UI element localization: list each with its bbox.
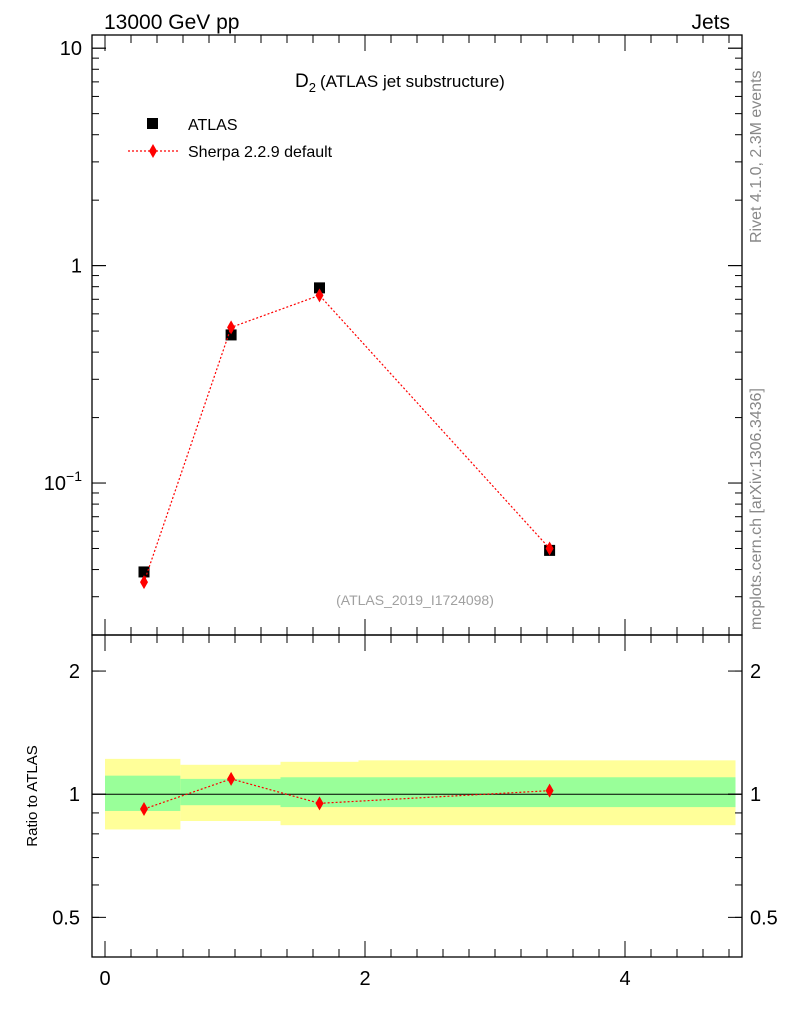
legend-sherpa-label: Sherpa 2.2.9 default	[188, 144, 333, 161]
y-tick-label: 2	[69, 661, 80, 683]
x-tick-label: 0	[99, 968, 110, 990]
title-rest: (ATLAS jet substructure)	[320, 72, 505, 91]
y-tick-label-right: 1	[750, 784, 761, 806]
data-point-sherpa	[227, 771, 236, 786]
legend: ATLAS Sherpa 2.2.9 default	[128, 117, 333, 161]
header-left: 13000 GeV pp	[104, 11, 239, 34]
x-tick-label: 2	[359, 968, 370, 990]
x-tick-label: 4	[619, 968, 630, 990]
legend-sherpa-marker	[149, 144, 157, 158]
mcplots-label: mcplots.cern.ch [arXiv:1306.3436]	[748, 388, 765, 630]
legend-atlas-marker	[147, 118, 158, 129]
data-point-sherpa	[545, 541, 554, 556]
title-sub: 2	[309, 80, 316, 95]
header-right: Jets	[691, 11, 730, 34]
data-point-atlas	[138, 566, 150, 578]
y-tick-label-right: 0.5	[750, 907, 778, 929]
data-point-sherpa	[140, 575, 148, 590]
data-point-sherpa	[315, 796, 324, 811]
plot-title: D2 (ATLAS jet substructure)	[295, 71, 505, 95]
data-point-atlas	[314, 282, 325, 294]
series-line-sherpa-2-2-9-default	[143, 294, 551, 583]
y-tick-label: 10	[60, 38, 82, 60]
analysis-watermark: (ATLAS_2019_I1724098)	[336, 592, 494, 608]
data-point-sherpa	[227, 320, 236, 335]
y-tick-label: 1	[71, 256, 82, 278]
y-tick-label: 10−1	[44, 468, 82, 495]
data-point-sherpa	[140, 802, 148, 817]
data-point-atlas	[225, 329, 237, 341]
legend-atlas-label: ATLAS	[188, 117, 238, 134]
data-point-sherpa	[315, 288, 324, 303]
data-point-sherpa	[545, 783, 554, 798]
ratio-panel: 0.5 0.5 1 1 2 2 0 2 4	[52, 634, 778, 990]
ratio-axis-label: Ratio to ATLAS	[24, 745, 41, 846]
title-main: D	[295, 71, 309, 92]
y-tick-label: 0.5	[52, 907, 80, 929]
y-tick-label: 1	[69, 784, 80, 806]
rivet-label: Rivet 4.1.0, 2.3M events	[748, 70, 765, 243]
y-tick-label-right: 2	[750, 661, 761, 683]
